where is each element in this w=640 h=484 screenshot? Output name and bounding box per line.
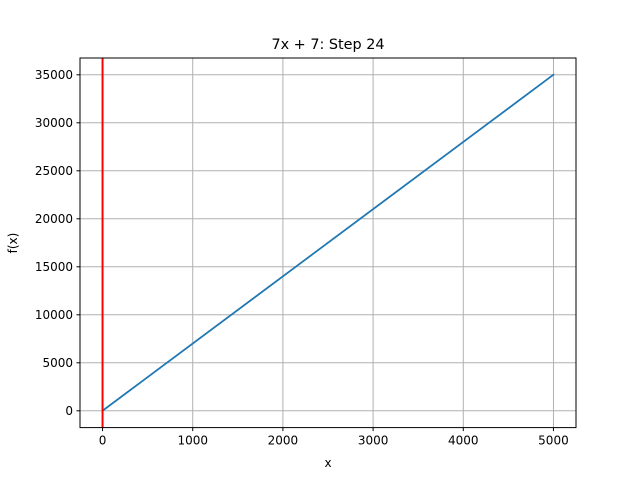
y-tick-label: 10000	[35, 308, 73, 322]
series-line	[101, 73, 555, 412]
y-tick-label: 35000	[35, 68, 73, 82]
plot-data	[101, 58, 555, 428]
x-tick-label: 2000	[268, 434, 299, 448]
y-tick-label: 25000	[35, 164, 73, 178]
y-tick-label: 5000	[42, 356, 73, 370]
y-tick-label: 0	[65, 404, 73, 418]
x-tick-label: 3000	[358, 434, 389, 448]
x-axis-label: x	[324, 456, 331, 470]
y-axis-label: f(x)	[6, 233, 20, 254]
grid	[80, 58, 576, 428]
y-tick-label: 30000	[35, 116, 73, 130]
x-tick-label: 1000	[177, 434, 208, 448]
y-tick-label: 20000	[35, 212, 73, 226]
chart-title: 7x + 7: Step 24	[271, 37, 384, 53]
y-tick-label: 15000	[35, 260, 73, 274]
x-tick-label: 5000	[538, 434, 569, 448]
x-tick-label: 4000	[448, 434, 479, 448]
ticks: 0 1000 2000 3000 4000 5000 0 5000 10000 15000 2000…	[35, 68, 569, 448]
plot-frame	[79, 57, 577, 429]
x-tick-label: 0	[99, 434, 107, 448]
